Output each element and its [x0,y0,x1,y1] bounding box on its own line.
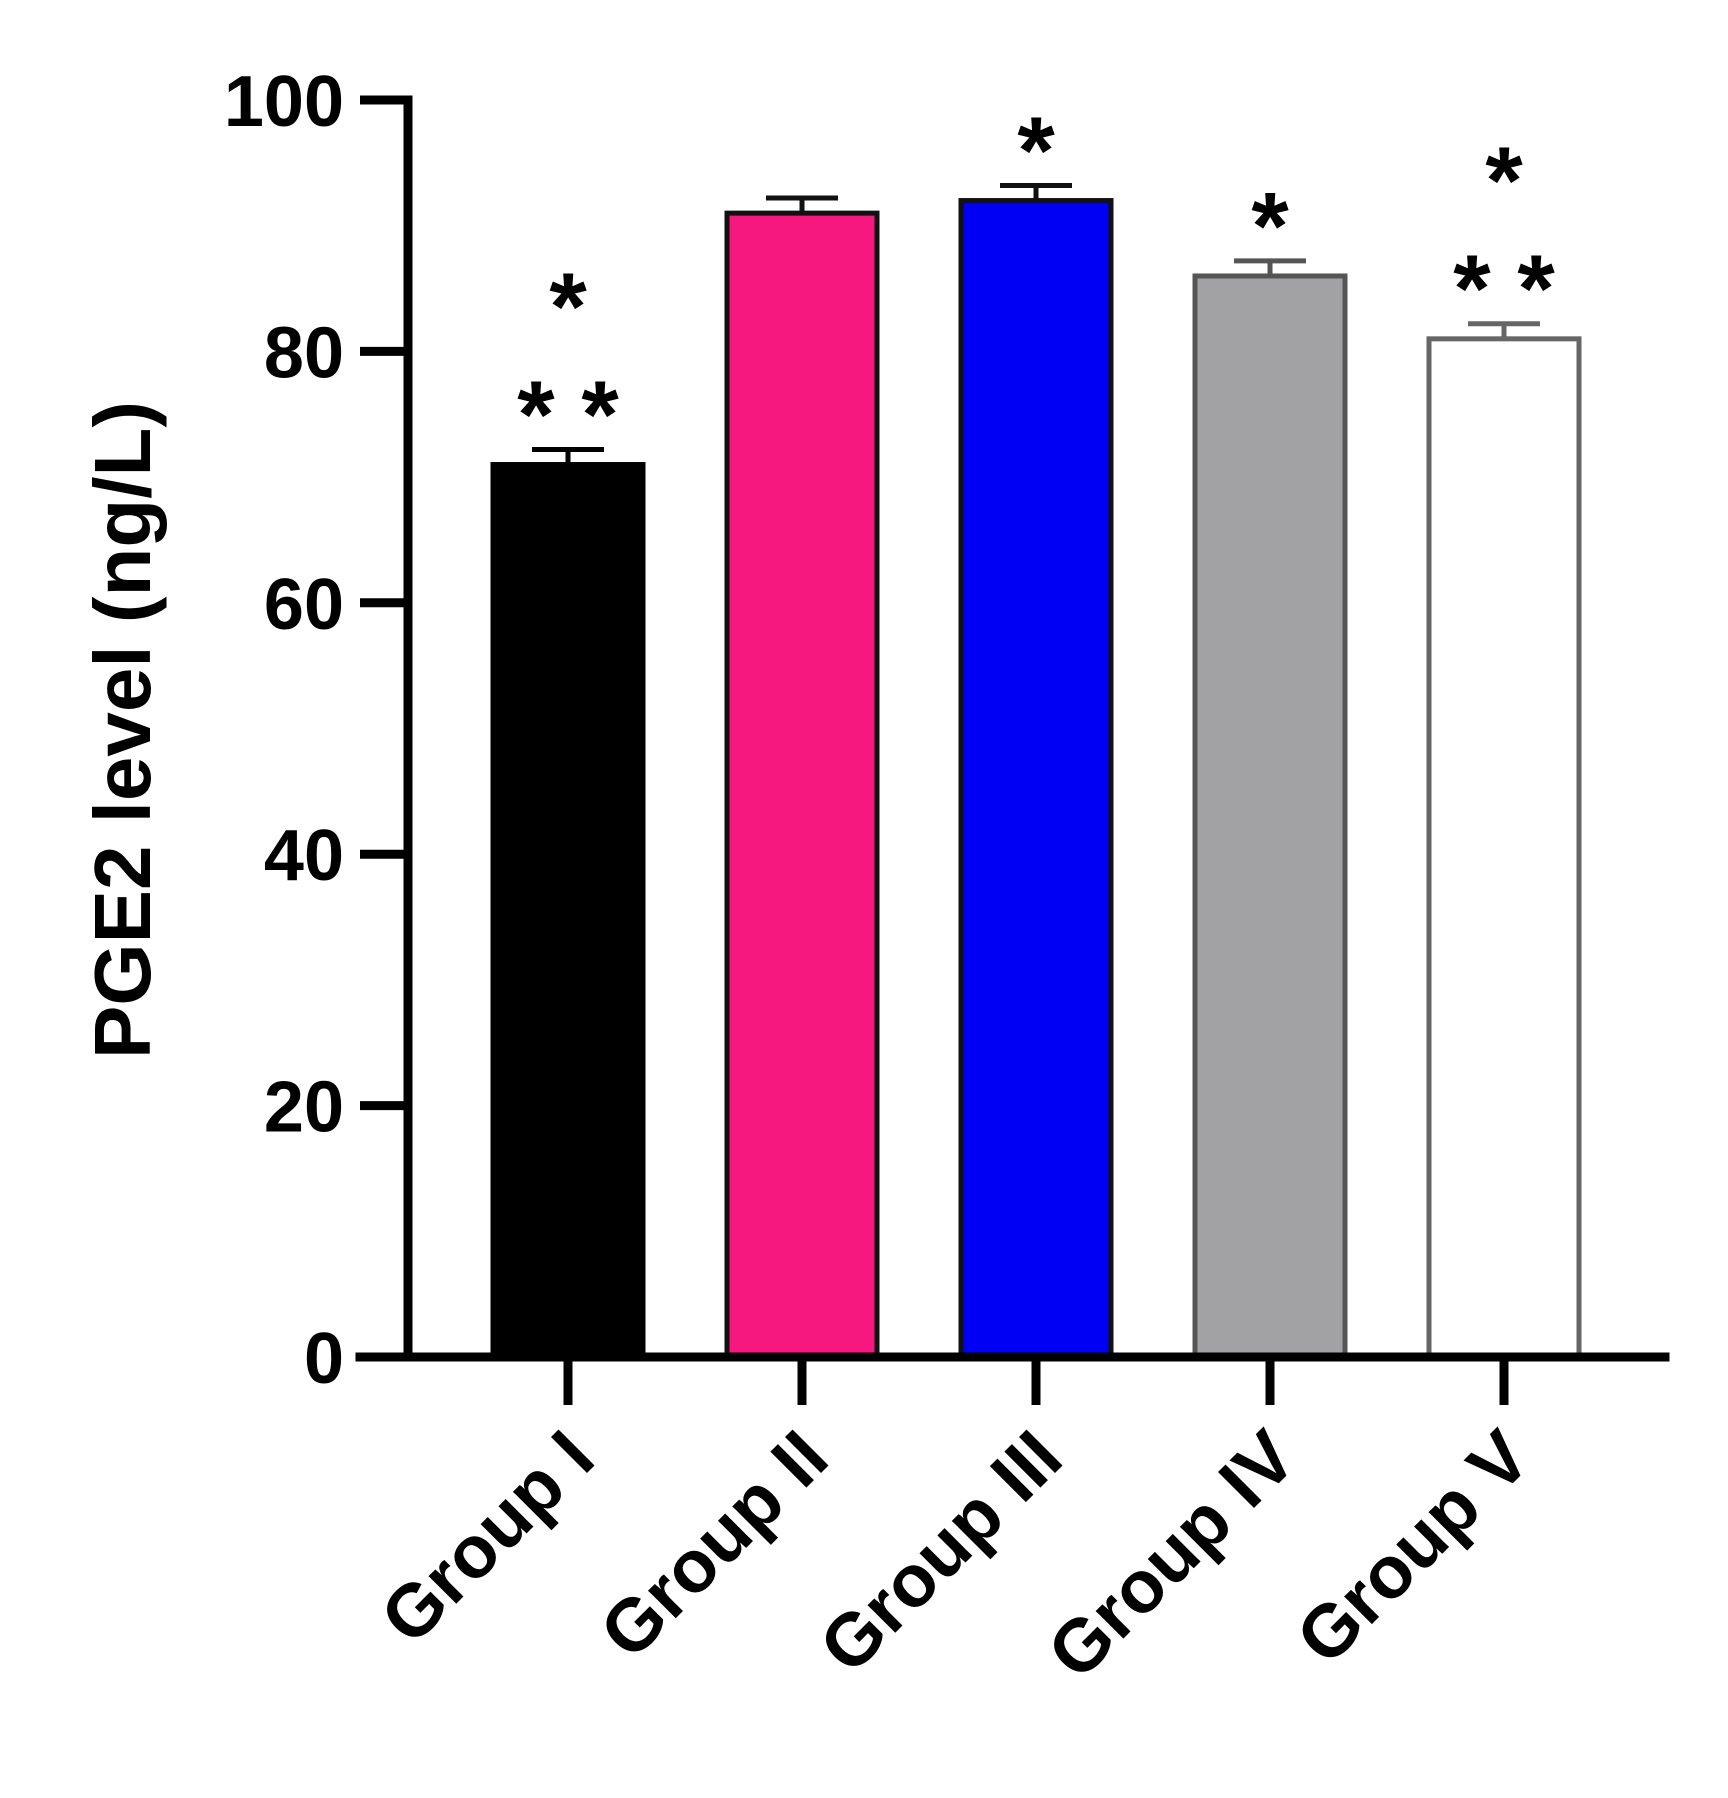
significance-mark: * * [517,361,619,468]
y-tick-label: 40 [264,816,344,896]
bars [490,182,1582,1360]
x-tick-label: Group III [804,1415,1078,1689]
y-axis-title: PGE2 level (ng/L) [78,401,167,1059]
significance-mark: * [1251,173,1289,280]
x-tick-label: Group I [365,1415,610,1660]
significance-mark: * [1017,97,1055,204]
significance-mark: * * [1453,236,1555,343]
y-tick-label: 80 [264,313,344,393]
x-tick-label: Group IV [1032,1415,1312,1695]
bar-4 [1192,273,1348,1360]
significance-mark: * [549,253,587,360]
bar-3 [958,198,1114,1360]
y-tick-label: 100 [224,62,344,142]
x-tick-label: Group V [1280,1415,1545,1680]
y-axis: 0 20 40 60 80 100 [224,62,413,1399]
y-tick-label: 0 [304,1319,344,1399]
bar-5 [1426,336,1582,1360]
bar-2 [724,210,880,1360]
significance-annotations: ** *** ** * [517,97,1555,468]
bar-1 [490,462,646,1360]
y-tick-label: 20 [264,1068,344,1148]
significance-mark: * [1485,128,1523,235]
x-tick-label: Group II [584,1415,843,1674]
y-tick-label: 60 [264,565,344,645]
